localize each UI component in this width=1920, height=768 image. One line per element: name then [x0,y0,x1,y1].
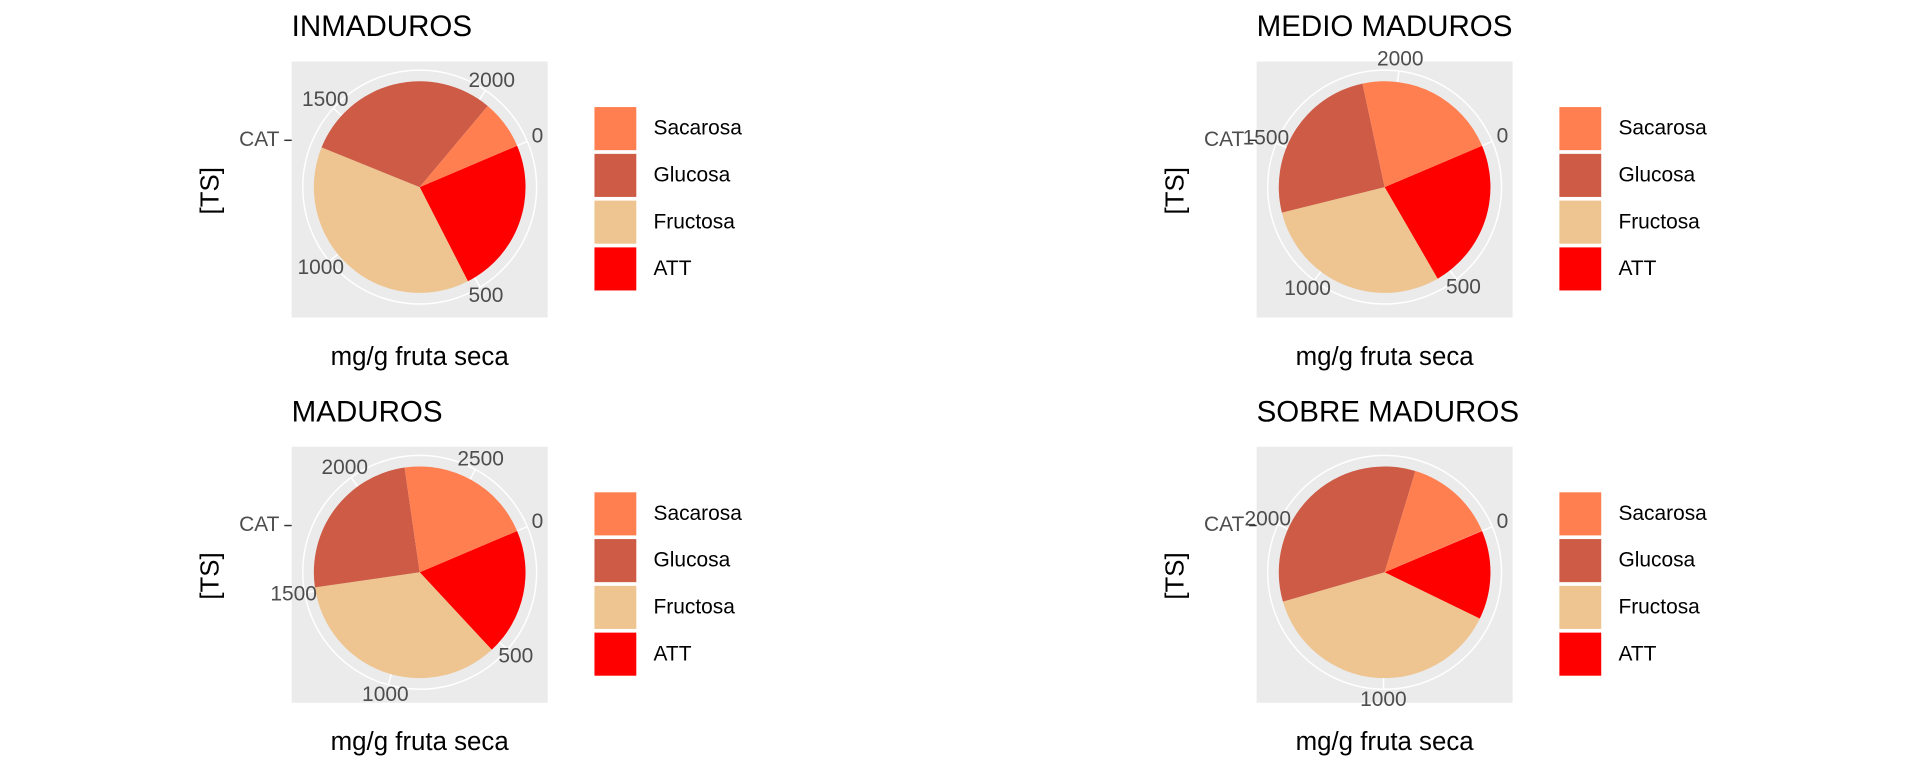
x-axis-title: mg/g fruta seca [1296,343,1475,371]
pie-slice [419,105,518,188]
theta-tick-label: 2000 [469,69,516,92]
y-axis-title: [TS] [1161,167,1189,214]
pie-slice [1384,471,1482,573]
legend-key [1559,632,1602,676]
pie-slice [313,467,420,588]
theta-tick-label: 2000 [1377,48,1424,71]
legend-label: ATT [654,257,692,280]
theta-tick-label: 0 [1497,125,1509,148]
legend-key [594,107,637,151]
legend-key [1559,247,1602,291]
panel-title: MADUROS [292,395,443,428]
panel-title: SOBRE MADUROS [1257,395,1519,428]
theta-tick-label: 1500 [302,88,349,111]
theta-tick-label: 1000 [1360,688,1407,711]
pie-slice [321,81,488,188]
panel: INMADUROS 0 500 1000 1500 2000 CAT [TS] mg/g fru… [197,10,743,371]
legend-label: Sacarosa [654,502,743,525]
legend-label: Sacarosa [1618,117,1707,140]
legend-label: Fructosa [1618,210,1700,233]
y-axis-title: [TS] [197,552,225,599]
theta-tick-label: 1000 [362,683,409,706]
legend-key [1559,107,1602,151]
theta-tick-label: 0 [532,510,544,533]
theta-tick-label: 500 [1446,275,1481,298]
y-axis-title: [TS] [197,167,225,214]
theta-tick-label: 1500 [270,582,317,605]
panel-title: INMADUROS [292,10,472,43]
theta-tick-label: 2500 [457,447,504,470]
legend-label: Fructosa [654,596,736,619]
panel: MEDIO MADUROS 0 500 1000 1500 2000 CAT [TS] mg/g… [1161,10,1707,371]
pie-slice [314,572,492,679]
legend-label: Glucosa [654,549,731,572]
y-tick-label: CAT [239,128,279,151]
legend-key [594,247,637,291]
pie-slice [1362,81,1483,188]
legend-key [1559,539,1602,583]
legend-key [594,200,637,244]
theta-tick-label: 1500 [1243,127,1290,150]
y-tick-label: CAT [239,513,279,536]
legend-label: Fructosa [654,210,736,233]
panel: MADUROS 0 500 1000 1500 2000 2500 CAT [TS] mg/g f… [197,395,743,756]
y-axis-title: [TS] [1161,552,1189,599]
pie-slice [1278,83,1385,213]
pie-slice [1282,572,1480,679]
legend-label: Glucosa [1618,549,1695,572]
legend-label: ATT [1618,257,1656,280]
legend-label: Sacarosa [654,117,743,140]
grid-circle [302,69,538,305]
theta-tick-label: 0 [1497,510,1509,533]
legend-label: Fructosa [1618,596,1700,619]
legend-key [1559,153,1602,197]
theta-tick-label: 500 [469,284,504,307]
theta-tick-label: 2000 [1245,508,1292,531]
legend-key [594,492,637,536]
x-axis-title: mg/g fruta seca [1296,728,1475,756]
grid-circle [302,454,538,690]
theta-tick-label: 1000 [297,256,344,279]
legend-key [594,585,637,629]
legend-key [1559,200,1602,244]
pie-slice [419,145,526,282]
x-axis-title: mg/g fruta seca [331,343,510,371]
legend-key [594,153,637,197]
y-tick-label: CAT [1204,513,1244,536]
theta-tick-label: 1000 [1284,277,1331,300]
pie-slice [1384,530,1491,619]
grid-circle [1266,69,1503,305]
legend-label: Sacarosa [1618,502,1707,525]
theta-tick-label: 500 [498,644,533,667]
pie-slice [313,147,468,293]
legend-key [1559,585,1602,629]
legend-label: Glucosa [1618,164,1695,187]
legend-key [1559,492,1602,536]
pie-slice [419,530,526,650]
legend-key [594,632,637,676]
legend-label: ATT [654,642,692,665]
x-axis-title: mg/g fruta seca [331,728,510,756]
grid-circle [1266,454,1503,690]
legend-key [594,539,637,583]
pie-slice [404,466,518,573]
legend-label: ATT [1618,642,1656,665]
legend-label: Glucosa [654,164,731,187]
pie-slice [1384,145,1491,279]
pie-slice [1278,466,1416,602]
pie-slice [1281,187,1438,293]
theta-tick-label: 2000 [321,456,368,479]
panel-title: MEDIO MADUROS [1257,10,1513,43]
y-tick-label: CAT [1204,128,1244,151]
theta-tick-label: 0 [532,125,544,148]
